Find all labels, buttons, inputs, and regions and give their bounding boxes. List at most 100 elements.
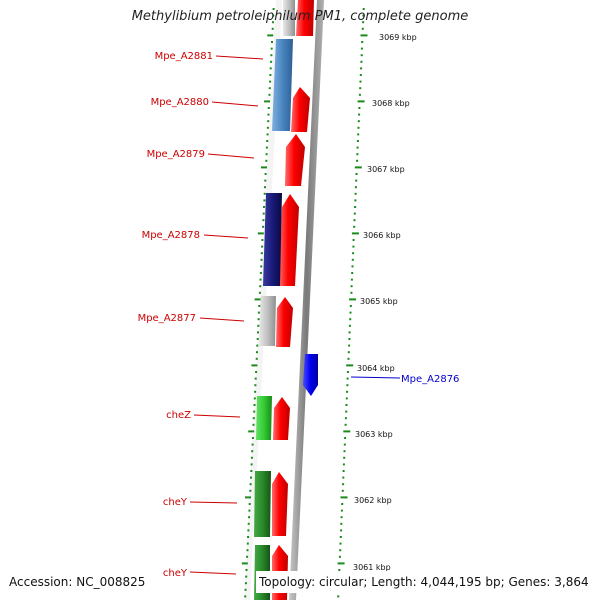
- tick-mark: [357, 120, 360, 123]
- tick-mark: [267, 120, 270, 123]
- tick-mark: [249, 489, 252, 492]
- tick-mark: [353, 219, 356, 222]
- tick-mark: [267, 113, 270, 116]
- tick-mark: [344, 437, 347, 439]
- tick-mark: [270, 60, 273, 63]
- tick-mark: [268, 93, 271, 96]
- scale-label: 3068 kbp: [372, 99, 410, 108]
- tick-mark: [346, 371, 349, 373]
- tick-mark: [251, 364, 258, 367]
- tick-mark: [356, 140, 359, 142]
- tick-mark: [356, 146, 359, 149]
- tick-mark: [261, 166, 267, 169]
- tick-mark: [259, 278, 262, 281]
- tick-mark: [348, 344, 351, 347]
- tick-mark: [343, 450, 346, 453]
- tick-mark: [269, 80, 272, 83]
- tick-mark: [260, 252, 263, 255]
- tick-mark: [346, 390, 349, 393]
- tick-mark: [251, 450, 254, 453]
- tick-mark: [346, 384, 349, 387]
- tick-mark: [246, 542, 249, 545]
- tick-mark: [354, 192, 357, 195]
- scale-label: 3064 kbp: [357, 364, 395, 373]
- feature-label: Mpe_A2879: [147, 149, 205, 160]
- tick-mark: [253, 397, 256, 400]
- tick-mark: [337, 562, 345, 565]
- tick-mark: [264, 186, 266, 189]
- tick-mark: [272, 14, 275, 17]
- tick-mark: [266, 126, 269, 129]
- tick-mark: [345, 404, 348, 406]
- tick-mark: [248, 509, 251, 512]
- tick-mark: [349, 305, 352, 307]
- tick-mark: [361, 27, 364, 30]
- tick-mark: [271, 41, 273, 43]
- tick-mark: [244, 582, 247, 585]
- leader-line: [193, 414, 241, 418]
- tick-mark: [358, 107, 361, 109]
- scale-label: 3063 kbp: [355, 430, 393, 439]
- tick-mark: [258, 305, 261, 307]
- tick-mark: [360, 60, 363, 63]
- tick-mark: [357, 100, 365, 103]
- tick-mark: [254, 390, 257, 393]
- tick-mark: [340, 509, 343, 512]
- tick-mark: [244, 595, 247, 598]
- tick-mark: [359, 87, 362, 90]
- tick-mark: [362, 14, 365, 17]
- tick-mark: [264, 179, 267, 182]
- tick-mark: [354, 166, 362, 169]
- tick-mark: [350, 285, 353, 288]
- tick-mark: [343, 443, 346, 446]
- feature-label: Mpe_A2881: [155, 51, 213, 62]
- scale-label: 3061 kbp: [353, 563, 391, 572]
- tick-mark: [256, 351, 258, 354]
- leader-line: [199, 317, 245, 322]
- tick-mark: [248, 503, 251, 505]
- tick-mark: [353, 212, 356, 215]
- tick-mark: [353, 225, 356, 228]
- tick-mark: [259, 285, 262, 288]
- scale-label: 3062 kbp: [354, 496, 392, 505]
- tick-mark: [245, 575, 248, 578]
- feature-chez: [256, 396, 272, 440]
- tick-mark: [263, 199, 266, 202]
- tick-mark: [262, 225, 265, 228]
- tick-mark: [347, 357, 350, 360]
- tick-mark: [356, 159, 359, 162]
- tick-mark: [267, 34, 274, 37]
- tick-mark: [348, 331, 351, 334]
- tick-mark: [267, 107, 270, 109]
- leader-line: [189, 501, 238, 504]
- feature-mpe-a2876: [303, 354, 318, 396]
- tick-mark: [256, 344, 259, 347]
- tick-mark: [257, 318, 260, 321]
- gene-arrow: [272, 472, 288, 536]
- label-leaders: [189, 55, 401, 575]
- feature-label: Mpe_A2876: [401, 374, 459, 385]
- feature-label: Mpe_A2880: [151, 97, 209, 108]
- tick-mark: [358, 113, 361, 116]
- tick-mark: [265, 153, 268, 156]
- tick-mark: [340, 496, 348, 499]
- tick-mark: [354, 199, 357, 202]
- tick-mark: [247, 536, 250, 538]
- tick-mark: [338, 569, 341, 571]
- tick-mark: [339, 549, 342, 552]
- tick-mark: [355, 179, 358, 182]
- tick-mark: [259, 272, 262, 274]
- tick-mark: [266, 140, 269, 142]
- tick-mark: [241, 562, 248, 565]
- tick-mark: [342, 463, 345, 466]
- leader-line: [211, 101, 259, 107]
- tick-mark: [351, 232, 359, 235]
- tick-mark: [358, 93, 361, 96]
- tick-mark: [252, 417, 255, 420]
- tick-mark: [266, 133, 269, 136]
- tick-mark: [342, 483, 345, 486]
- tick-mark: [355, 173, 358, 175]
- tick-mark: [340, 529, 343, 532]
- tick-marks: [241, 8, 368, 598]
- tick-mark: [349, 298, 357, 301]
